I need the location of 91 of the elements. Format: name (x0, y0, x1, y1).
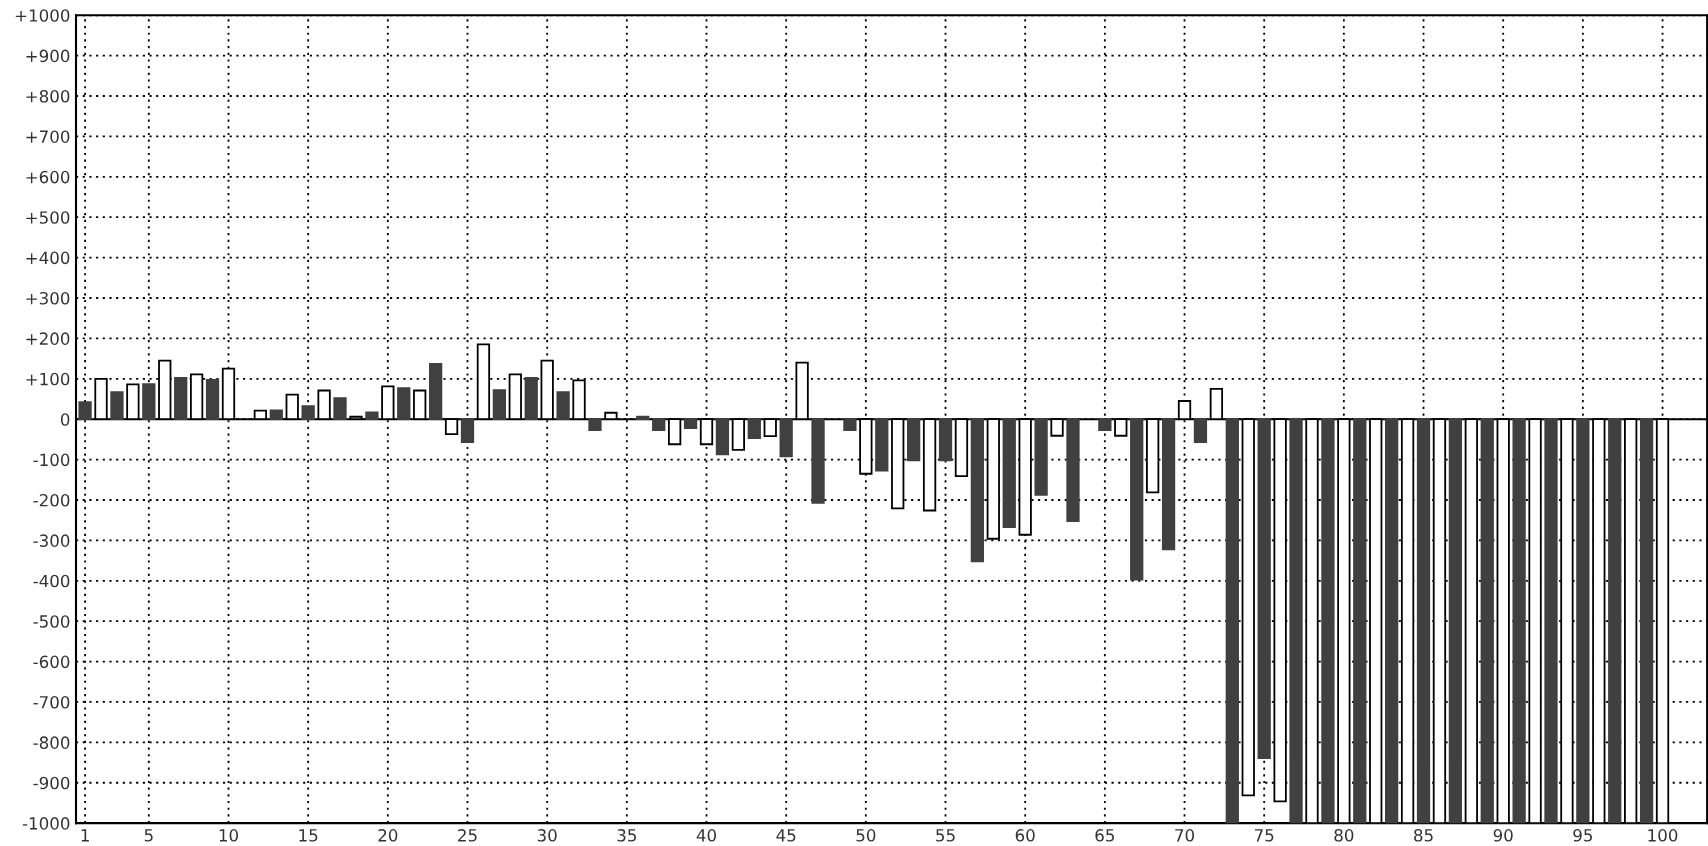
y-tick-label: +700 (26, 130, 70, 143)
y-tick-label: +1000 (15, 9, 70, 22)
y-tick-label: -500 (33, 615, 70, 628)
x-tick-label: 45 (776, 829, 796, 842)
bar (1257, 418, 1271, 760)
bar (428, 362, 443, 421)
x-tick-label: 50 (856, 829, 876, 842)
bar (843, 418, 857, 432)
x-tick-label: 60 (1015, 829, 1035, 842)
y-tick-label: -600 (33, 655, 70, 669)
bar (747, 418, 761, 440)
x-tick-label: 70 (1175, 829, 1195, 842)
y-tick-label: +600 (26, 170, 70, 184)
bar (1289, 418, 1303, 824)
bar (1353, 418, 1367, 824)
x-tick-label: 15 (299, 829, 318, 842)
bar (636, 415, 650, 421)
x-tick-label: 100 (1648, 829, 1678, 842)
bar (301, 405, 315, 421)
bar (397, 387, 411, 421)
bar (333, 397, 347, 421)
bar (1161, 418, 1176, 551)
y-tick-label: -1000 (22, 817, 70, 830)
bar (365, 411, 379, 421)
y-tick-label: -100 (33, 453, 70, 467)
bar (556, 391, 570, 421)
bar (1002, 418, 1016, 528)
bar (142, 383, 156, 421)
bar (1544, 418, 1558, 824)
bar (1448, 418, 1463, 824)
bar (588, 418, 602, 432)
x-tick-label: 35 (617, 829, 636, 842)
bar (811, 418, 825, 504)
x-tick-label: 65 (1095, 829, 1114, 842)
y-tick-label: +400 (26, 251, 70, 265)
x-tick-label: 80 (1334, 829, 1354, 842)
x-tick-label: 85 (1414, 829, 1433, 842)
bar (1416, 418, 1431, 824)
bar (1225, 418, 1239, 824)
bar (1066, 418, 1080, 522)
x-tick-label: 95 (1573, 829, 1593, 842)
bar (1512, 418, 1526, 824)
bar (938, 418, 953, 462)
y-tick-label: +200 (26, 332, 70, 345)
x-tick-label: 1 (81, 829, 89, 842)
y-tick-label: +800 (26, 89, 70, 103)
bar (1385, 418, 1399, 824)
x-tick-label: 40 (696, 829, 716, 842)
bar (1130, 418, 1144, 581)
bar (779, 418, 793, 458)
bar (1480, 418, 1494, 824)
bar (875, 418, 889, 472)
y-tick-label: -900 (33, 776, 70, 790)
y-tick-label: -300 (33, 534, 70, 547)
bar (524, 377, 538, 421)
x-tick-label: 5 (144, 829, 153, 842)
bar (492, 389, 507, 421)
y-tick-label: -400 (33, 574, 70, 588)
bar (1576, 418, 1590, 824)
x-tick-label: 75 (1254, 829, 1274, 842)
bar (460, 418, 475, 444)
bar (174, 377, 188, 421)
bar (715, 418, 730, 456)
y-tick-label: -800 (33, 736, 70, 749)
bar (1034, 418, 1048, 496)
x-tick-label: 10 (219, 829, 238, 842)
x-tick-label: 20 (378, 829, 398, 842)
bar (1639, 418, 1654, 824)
y-tick-label: 0 (60, 413, 70, 426)
bar (970, 418, 985, 563)
y-tick-label: -700 (33, 695, 70, 709)
y-tick-label: +100 (26, 372, 70, 386)
y-tick-label: +300 (26, 291, 70, 305)
x-tick-label: 25 (458, 829, 477, 842)
bar (907, 418, 921, 462)
bar (1321, 418, 1335, 824)
bar (110, 391, 124, 421)
y-tick-label: +500 (26, 211, 70, 224)
y-tick-label: -200 (33, 493, 70, 507)
x-tick-label: 30 (537, 829, 557, 842)
y-tick-label: +900 (26, 49, 70, 63)
bar (205, 379, 220, 421)
bar (269, 409, 283, 421)
x-tick-label: 55 (936, 829, 955, 842)
bar (78, 401, 92, 421)
bar (652, 418, 666, 432)
x-tick-label: 90 (1493, 829, 1513, 842)
bar (1098, 418, 1112, 432)
bar (1193, 418, 1208, 444)
bar (683, 418, 698, 429)
bar (1608, 418, 1622, 824)
